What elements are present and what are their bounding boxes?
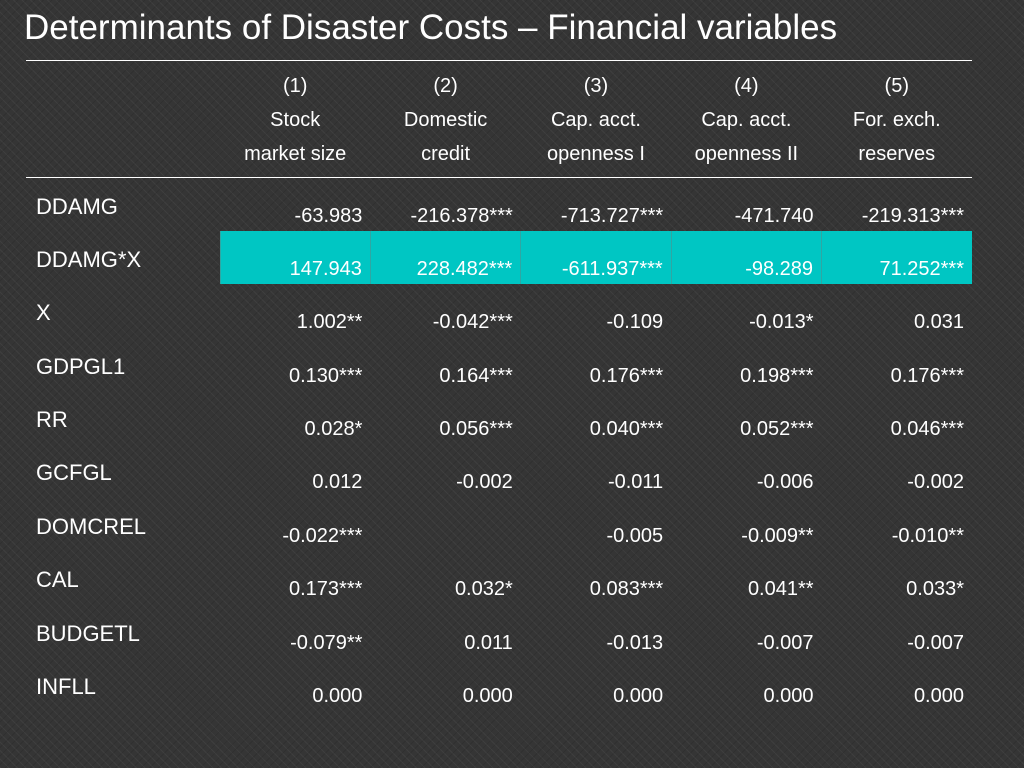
coefficient-cell: -471.740: [734, 205, 814, 227]
column-title-line1: Domestic: [403, 109, 488, 131]
coefficient-cell: 0.033*: [906, 578, 964, 601]
column-number: (3): [583, 75, 609, 97]
coefficient-cell: -0.010**: [891, 524, 964, 547]
coefficient-cell: -0.109: [606, 311, 664, 334]
column-header-4: (4) Cap. acct. openness II: [671, 61, 821, 178]
table-row-gcfgl: GCFGL 0.012 -0.002 -0.011 -0.006 -0.002: [26, 444, 972, 497]
regression-table-container: (1) Stock market size (2) Domestic credi…: [26, 60, 972, 711]
coefficient-cell: 0.032*: [454, 578, 513, 601]
coefficient-cell: -0.002: [907, 471, 964, 494]
column-number: (5): [884, 75, 909, 97]
row-label: INFLL: [36, 674, 96, 700]
coefficient-cell: 71.252***: [821, 230, 972, 285]
table-header: (1) Stock market size (2) Domestic credi…: [26, 60, 972, 178]
header-corner-cell: [26, 61, 220, 178]
coefficient-cell: 0.083***: [589, 578, 664, 601]
column-title-line2: reserves: [858, 143, 936, 165]
column-number: (2): [433, 75, 458, 97]
table-row-gdpgl1: GDPGL1 0.130*** 0.164*** 0.176*** 0.198*…: [26, 338, 972, 391]
table-row-ddamg-x-highlighted: DDAMG*X 147.943 228.482*** -611.937*** -…: [26, 230, 972, 285]
coefficient-cell: 0.176***: [890, 364, 964, 387]
table-row-domcrel: DOMCREL -0.022*** -0.005 -0.009** -0.010…: [26, 498, 972, 551]
slide-title: Determinants of Disaster Costs – Financi…: [24, 8, 838, 47]
coefficient-cell: 0.198***: [740, 364, 814, 387]
coefficient-cell: -216.378***: [410, 205, 513, 227]
coefficient-cell: -98.289: [670, 230, 822, 285]
coefficient-cell: 0.052***: [740, 418, 814, 441]
coefficient-cell: 0.000: [613, 685, 664, 708]
coefficient-cell: 0.046***: [890, 418, 964, 441]
column-title-line1: Cap. acct.: [701, 109, 792, 131]
column-header-5: (5) For. exch. reserves: [822, 61, 972, 178]
coefficient-cell: [370, 498, 520, 551]
coefficient-cell: -0.005: [606, 524, 664, 547]
row-label: DOMCREL: [36, 513, 147, 539]
coefficient-cell: -0.079**: [290, 631, 363, 654]
coefficient-cell: 0.040***: [589, 418, 664, 441]
coefficient-cell: -63.983: [294, 205, 363, 227]
coefficient-cell: 0.041**: [747, 578, 814, 601]
coefficient-cell: 0.000: [763, 685, 814, 708]
column-header-2: (2) Domestic credit: [370, 61, 520, 178]
coefficient-cell: -219.313***: [861, 205, 964, 227]
row-label: X: [36, 300, 51, 326]
coefficient-cell: -0.007: [907, 631, 964, 654]
coefficient-cell: 0.056***: [439, 418, 513, 441]
coefficient-cell: -0.011: [607, 471, 664, 494]
column-header-3: (3) Cap. acct. openness I: [521, 61, 671, 178]
regression-table: (1) Stock market size (2) Domestic credi…: [26, 60, 972, 711]
column-title-line1: Stock: [270, 109, 321, 131]
row-label: CAL: [36, 567, 79, 593]
column-number: (1): [282, 75, 308, 97]
coefficient-cell: -0.042***: [432, 311, 513, 334]
coefficient-cell: 0.000: [913, 685, 964, 708]
row-label: GCFGL: [36, 460, 112, 486]
column-title-line1: For. exch.: [852, 109, 941, 131]
coefficient-cell: 1.002**: [296, 311, 363, 334]
coefficient-cell: 0.164***: [439, 364, 513, 387]
coefficient-cell: 0.012: [312, 471, 363, 494]
coefficient-cell: -0.009**: [741, 524, 814, 547]
table-row-infll: INFLL 0.000 0.000 0.000 0.000 0.000: [26, 658, 972, 711]
column-number: (4): [734, 75, 759, 97]
coefficient-cell: 0.031: [913, 311, 964, 334]
coefficient-cell: -611.937***: [520, 230, 672, 285]
table-row-rr: RR 0.028* 0.056*** 0.040*** 0.052*** 0.0…: [26, 391, 972, 444]
column-title-line2: openness I: [547, 143, 645, 165]
table-body: DDAMG -63.983 -216.378*** -713.727*** -4…: [26, 178, 972, 712]
column-header-1: (1) Stock market size: [220, 61, 370, 178]
coefficient-cell: 0.028*: [304, 418, 363, 441]
coefficient-cell: -0.022***: [282, 524, 363, 547]
table-row-budgetl: BUDGETL -0.079** 0.011 -0.013 -0.007 -0.…: [26, 605, 972, 658]
coefficient-cell: 228.482***: [369, 230, 521, 285]
table-row-cal: CAL 0.173*** 0.032* 0.083*** 0.041** 0.0…: [26, 551, 972, 604]
coefficient-cell: -0.007: [756, 631, 814, 654]
coefficient-cell: -0.013: [606, 631, 664, 654]
coefficient-cell: -0.006: [756, 471, 814, 494]
coefficient-cell: 0.011: [464, 631, 513, 654]
column-title-line2: credit: [421, 143, 471, 165]
coefficient-cell: 0.176***: [589, 364, 664, 387]
coefficient-cell: -0.002: [456, 471, 513, 494]
row-label: BUDGETL: [36, 620, 140, 646]
coefficient-cell: 0.130***: [288, 364, 363, 387]
coefficient-cell: 0.000: [312, 685, 363, 708]
row-label: DDAMG: [36, 194, 118, 219]
coefficient-cell: -713.727***: [560, 205, 664, 227]
coefficient-cell: 0.173***: [288, 578, 363, 601]
coefficient-cell: -0.013*: [749, 311, 814, 334]
header-row: (1) Stock market size (2) Domestic credi…: [26, 60, 972, 178]
coefficient-cell: 147.943: [219, 230, 371, 285]
column-title-line2: market size: [244, 143, 347, 165]
row-label: DDAMG*X: [36, 246, 142, 272]
column-title-line2: openness II: [694, 143, 799, 165]
coefficient-cell: 0.000: [462, 685, 513, 708]
row-label: RR: [36, 407, 68, 433]
column-title-line1: Cap. acct.: [550, 109, 641, 131]
table-row-x: X 1.002** -0.042*** -0.109 -0.013* 0.031: [26, 284, 972, 337]
table-row-ddamg: DDAMG -63.983 -216.378*** -713.727*** -4…: [26, 178, 972, 231]
row-label: GDPGL1: [36, 353, 126, 379]
